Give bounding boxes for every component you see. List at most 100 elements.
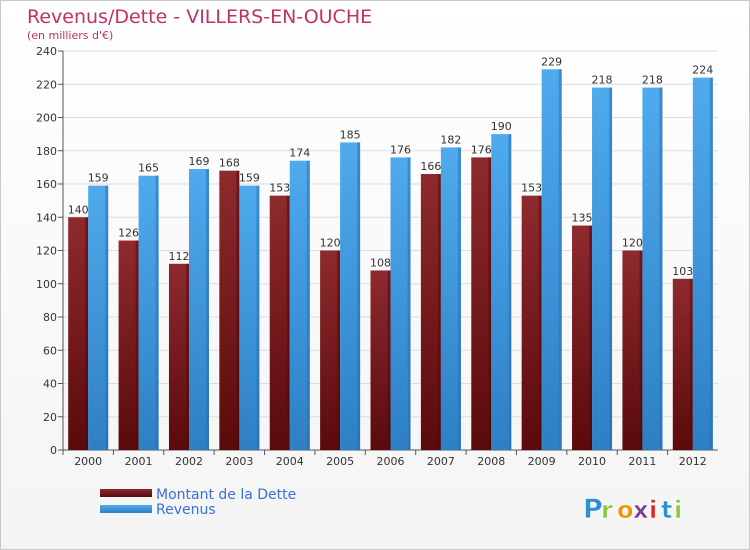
bar-revenus (188, 169, 209, 450)
proxiti-logo: Pr o x i t i (583, 494, 683, 526)
bar-dette (622, 250, 643, 450)
y-tick-label: 40 (43, 378, 57, 391)
chart-subtitle: (en milliers d'€) (27, 29, 113, 42)
data-label-revenus: 182 (440, 133, 461, 146)
data-label-revenus: 229 (541, 55, 562, 68)
bar-shade-dette (85, 217, 89, 450)
bar-shade-revenus (105, 185, 109, 450)
bar-shade-dette (135, 240, 139, 450)
data-label-revenus: 176 (390, 143, 411, 156)
data-label-dette: 166 (420, 160, 441, 173)
data-label-revenus: 159 (88, 172, 109, 185)
bar-dette (672, 278, 693, 450)
bar-shade-dette (337, 250, 341, 450)
x-tick-label: 2007 (427, 455, 455, 468)
bar-shade-dette (185, 263, 189, 450)
bar-dette (219, 170, 240, 450)
y-tick-label: 0 (50, 444, 57, 457)
data-label-revenus: 190 (491, 120, 512, 133)
data-label-dette: 120 (622, 237, 643, 250)
bar-shade-dette (538, 195, 542, 450)
data-label-dette: 126 (118, 227, 139, 240)
y-tick-label: 220 (36, 78, 57, 91)
x-tick-label: 2008 (477, 455, 505, 468)
legend: Montant de la Dette Revenus (100, 487, 296, 518)
bar-shade-revenus (609, 87, 613, 450)
data-label-dette: 120 (320, 237, 341, 250)
y-tick-label: 180 (36, 145, 57, 158)
logo-letter: t (661, 496, 672, 524)
bar-revenus (340, 142, 361, 450)
legend-label-revenus: Revenus (156, 502, 216, 518)
bar-revenus (491, 134, 512, 450)
bar-shade-revenus (357, 142, 361, 450)
bar-dette (320, 250, 341, 450)
data-label-revenus: 159 (239, 172, 260, 185)
bar-revenus (289, 160, 310, 450)
bar-shade-revenus (155, 175, 159, 450)
bar-dette (521, 195, 542, 450)
logo-letter: i (674, 496, 682, 524)
axes: 0 20 40 60 80 100 120 140 160 180 200 220 240 2000 200… (36, 45, 718, 468)
y-tick-label: 60 (43, 344, 57, 357)
bar-shade-revenus (659, 87, 663, 450)
data-labels: 140 159 126 165 112 169 168 159 153 174 120 185 108 1… (68, 55, 714, 277)
y-tick-label: 20 (43, 411, 57, 424)
data-label-dette: 140 (68, 203, 89, 216)
bar-shade-dette (589, 225, 593, 450)
bar-shade-revenus (709, 77, 713, 450)
bar-revenus (642, 87, 663, 450)
bar-dette (471, 157, 492, 450)
data-label-dette: 108 (370, 256, 391, 269)
bar-shade-dette (437, 174, 441, 450)
x-tick-label: 2011 (628, 455, 656, 468)
data-label-revenus: 218 (592, 74, 613, 87)
data-label-revenus: 218 (642, 74, 663, 87)
x-tick-label: 2009 (528, 455, 556, 468)
y-tick-label: 120 (36, 245, 57, 258)
bar-shade-revenus (457, 147, 461, 451)
x-tick-label: 2002 (175, 455, 203, 468)
bar-dette (572, 225, 593, 450)
data-label-revenus: 174 (289, 147, 310, 160)
bar-revenus (390, 157, 411, 450)
x-tick-label: 2003 (225, 455, 253, 468)
bar-revenus (440, 147, 461, 451)
y-tick-label: 160 (36, 178, 57, 191)
bar-shade-dette (286, 195, 290, 450)
logo-letter: o (617, 496, 634, 524)
y-tick-label: 200 (36, 112, 57, 125)
bar-shade-revenus (508, 134, 512, 450)
bar-dette (370, 270, 391, 450)
y-tick-label: 140 (36, 211, 57, 224)
bar-dette (420, 174, 441, 450)
bar-shade-revenus (205, 169, 209, 450)
data-label-revenus: 224 (692, 64, 713, 77)
x-tick-label: 2004 (276, 455, 304, 468)
logo-letter: P (583, 494, 603, 525)
x-tick-label: 2001 (125, 455, 153, 468)
bar-dette (118, 240, 139, 450)
y-tick-label: 240 (36, 45, 57, 58)
data-label-dette: 176 (471, 143, 492, 156)
x-tick-label: 2010 (578, 455, 606, 468)
chart-title: Revenus/Dette - VILLERS-EN-OUCHE (27, 6, 372, 28)
data-label-dette: 112 (168, 250, 189, 263)
bar-dette (168, 263, 189, 450)
bar-revenus (692, 77, 713, 450)
bar-revenus (239, 185, 260, 450)
data-label-revenus: 169 (188, 155, 209, 168)
bar-shade-dette (387, 270, 391, 450)
y-tick-label: 100 (36, 278, 57, 291)
data-label-revenus: 165 (138, 162, 159, 175)
bar-revenus (592, 87, 613, 450)
bar-shade-revenus (558, 69, 562, 450)
legend-label-dette: Montant de la Dette (156, 487, 296, 503)
data-label-dette: 103 (672, 265, 693, 278)
x-tick-label: 2006 (377, 455, 405, 468)
legend-swatch-dette (100, 489, 152, 497)
bar-dette (68, 217, 89, 450)
bar-shade-dette (639, 250, 643, 450)
bar-revenus (541, 69, 562, 450)
logo-letter: x (633, 496, 649, 524)
